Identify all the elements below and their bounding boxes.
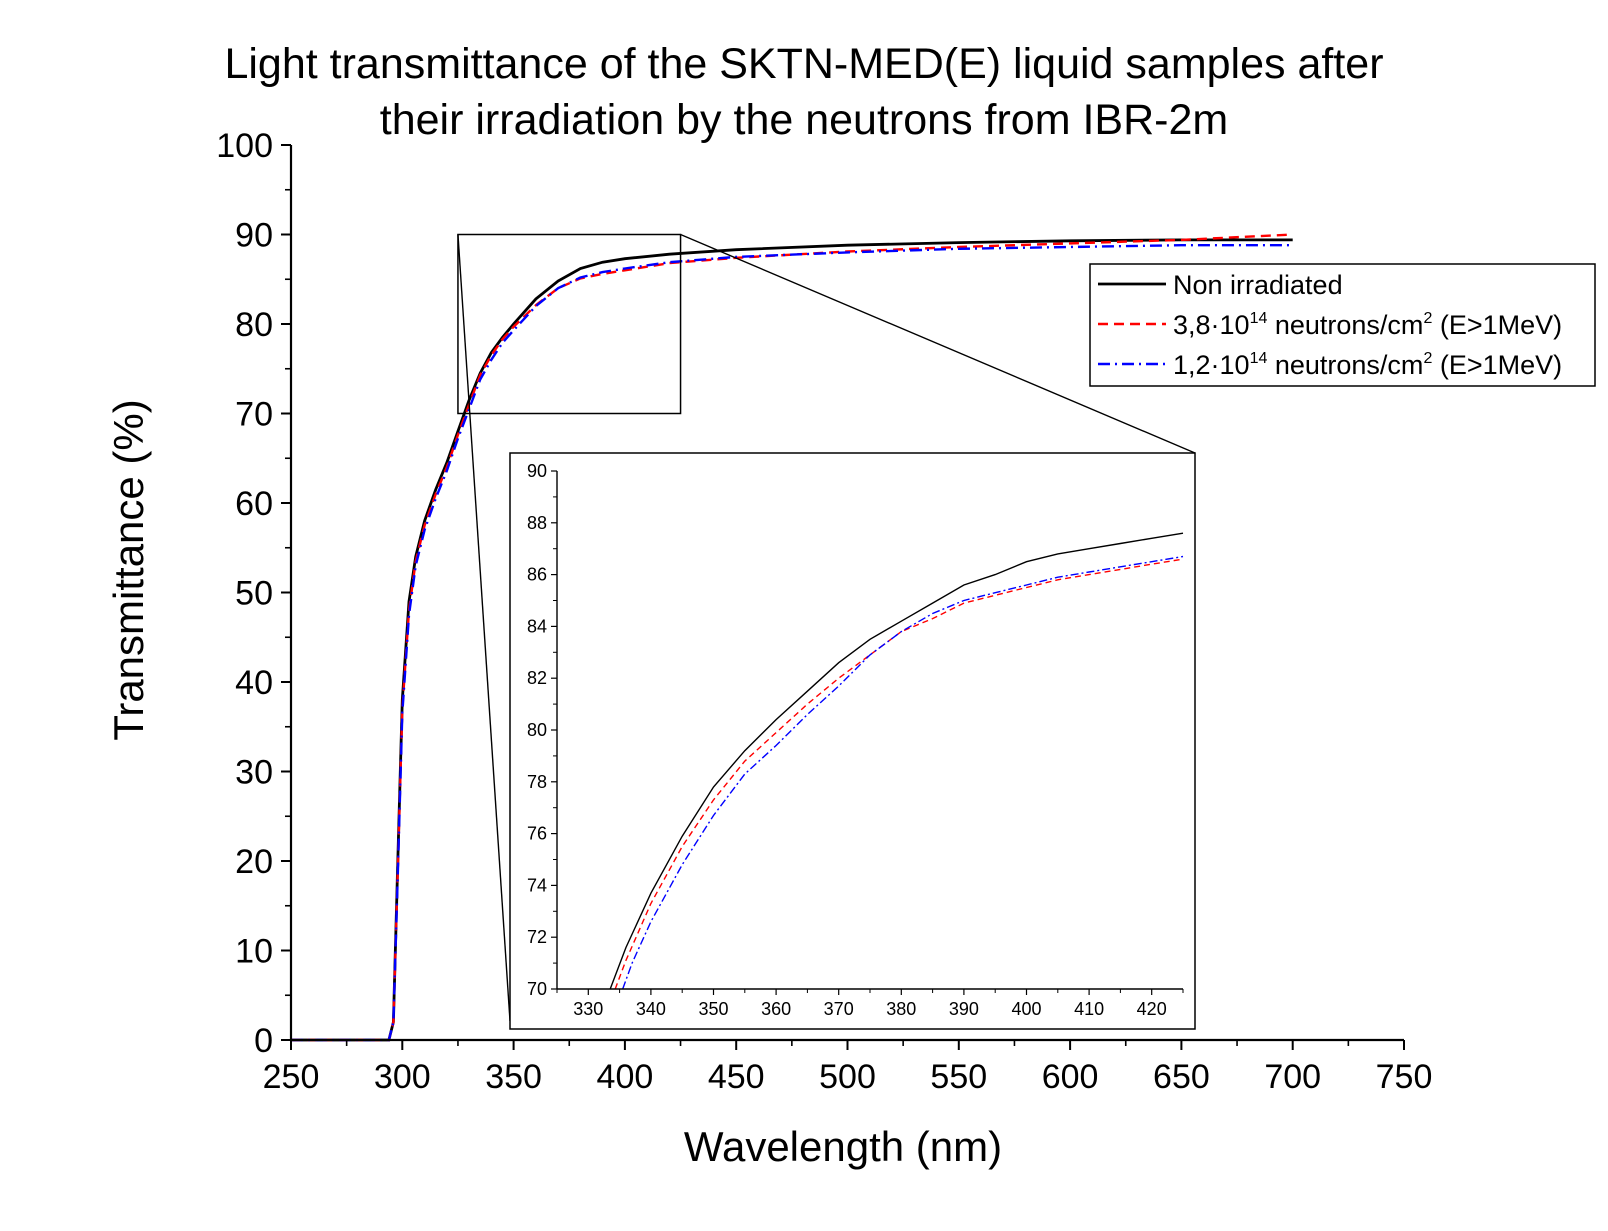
- inset-y-tick-label: 78: [527, 772, 547, 792]
- inset-series-line-0: [609, 532, 1184, 990]
- x-tick-label: 400: [597, 1058, 654, 1096]
- inset-y-tick-label: 86: [527, 565, 547, 585]
- legend-unit: neutrons/cm: [1267, 310, 1423, 340]
- y-tick-label: 40: [235, 664, 273, 702]
- main-series-group: [291, 233, 1293, 1042]
- y-tick-label: 0: [254, 1022, 273, 1060]
- main-axes: 250 300 350 400 450 500 550 600 650 700 7500102030…: [216, 127, 1432, 1096]
- x-tick-label: 300: [374, 1058, 431, 1096]
- inset-x-tick-label: 400: [1011, 999, 1041, 1019]
- chart-title-line-1: Light transmittance of the SKTN-MED(E) l…: [224, 40, 1384, 88]
- x-tick-label: 450: [708, 1058, 765, 1096]
- inset-y-tick-label: 90: [527, 461, 547, 481]
- inset-y-tick-label: 88: [527, 513, 547, 533]
- inset-x-tick-label: 370: [824, 999, 854, 1019]
- legend-label-2: 1,2·1014 neutrons/cm2 (E>1MeV): [1173, 350, 1562, 380]
- x-tick-label: 750: [1376, 1058, 1433, 1096]
- chart-title: Light transmittance of the SKTN-MED(E) l…: [0, 36, 1608, 148]
- legend-unit-exponent: 2: [1423, 350, 1432, 367]
- inset-x-tick-label: 410: [1074, 999, 1104, 1019]
- chart-title-line-2: their irradiation by the neutrons from I…: [379, 96, 1229, 144]
- y-tick-label: 50: [235, 575, 273, 613]
- inset-series-group: [609, 532, 1184, 990]
- legend: Non irradiated 3,8·1014 neutrons/cm2 (E>1…: [1089, 263, 1596, 387]
- zoom-region-box: [457, 233, 682, 415]
- x-tick-label: 700: [1264, 1058, 1321, 1096]
- y-tick-label: 80: [235, 306, 273, 344]
- inset-x-tick-label: 350: [698, 999, 728, 1019]
- zoom-connectors: [457, 233, 1196, 1022]
- series-line-2: [291, 243, 1293, 1042]
- x-tick-label: 350: [485, 1058, 542, 1096]
- x-tick-label: 250: [263, 1058, 320, 1096]
- inset-y-tick-label: 72: [527, 927, 547, 947]
- inset-y-tick-label: 76: [527, 824, 547, 844]
- inset-y-tick-label: 70: [527, 979, 547, 999]
- inset-x-tick-label: 420: [1137, 999, 1167, 1019]
- inset-x-tick-label: 360: [761, 999, 791, 1019]
- legend-frame: [1089, 263, 1596, 387]
- x-tick-label: 600: [1042, 1058, 1099, 1096]
- inset-y-tick-label: 82: [527, 668, 547, 688]
- inset-y-tick-label: 84: [527, 616, 547, 636]
- inset-x-tick-label: 390: [949, 999, 979, 1019]
- zoom-connector-line: [457, 234, 511, 1022]
- legend-suffix: (E>1MeV): [1432, 310, 1562, 340]
- legend-label-0: Non irradiated: [1173, 270, 1343, 300]
- inset-axes: 330 340 350 360 370 380 390 400 410 420 70 72 74 76 78…: [527, 461, 1184, 1019]
- y-tick-label: 60: [235, 485, 273, 523]
- inset-plot: 330 340 350 360 370 380 390 400 410 420 70 72 74 76 78…: [509, 452, 1196, 1030]
- x-tick-label: 500: [819, 1058, 876, 1096]
- x-axis-label: Wavelength (nm): [684, 1123, 1002, 1170]
- inset-frame: [509, 452, 1196, 1030]
- legend-unit-exponent: 2: [1423, 310, 1432, 327]
- y-tick-label: 90: [235, 217, 273, 255]
- legend-exponent: 14: [1250, 310, 1268, 327]
- inset-x-tick-label: 330: [573, 999, 603, 1019]
- inset-y-tick-label: 80: [527, 720, 547, 740]
- x-tick-label: 650: [1153, 1058, 1210, 1096]
- y-axis-label: Transmittance (%): [105, 399, 152, 741]
- zoom-connector-line: [680, 233, 1196, 454]
- y-tick-label: 70: [235, 396, 273, 434]
- legend-suffix: (E>1MeV): [1432, 350, 1562, 380]
- inset-x-tick-label: 340: [636, 999, 666, 1019]
- y-tick-label: 10: [235, 933, 273, 971]
- x-tick-label: 550: [930, 1058, 987, 1096]
- legend-exponent: 14: [1250, 350, 1268, 367]
- inset-x-tick-label: 380: [886, 999, 916, 1019]
- legend-unit: neutrons/cm: [1267, 350, 1423, 380]
- y-tick-label: 20: [235, 843, 273, 881]
- legend-label-1: 3,8·1014 neutrons/cm2 (E>1MeV): [1173, 310, 1562, 340]
- inset-series-line-2: [622, 555, 1184, 990]
- inset-y-tick-label: 74: [527, 875, 547, 895]
- y-tick-label: 100: [216, 127, 273, 165]
- main-plot: 250 300 350 400 450 500 550 600 650 700 7500102030…: [216, 127, 1432, 1096]
- y-tick-label: 30: [235, 754, 273, 792]
